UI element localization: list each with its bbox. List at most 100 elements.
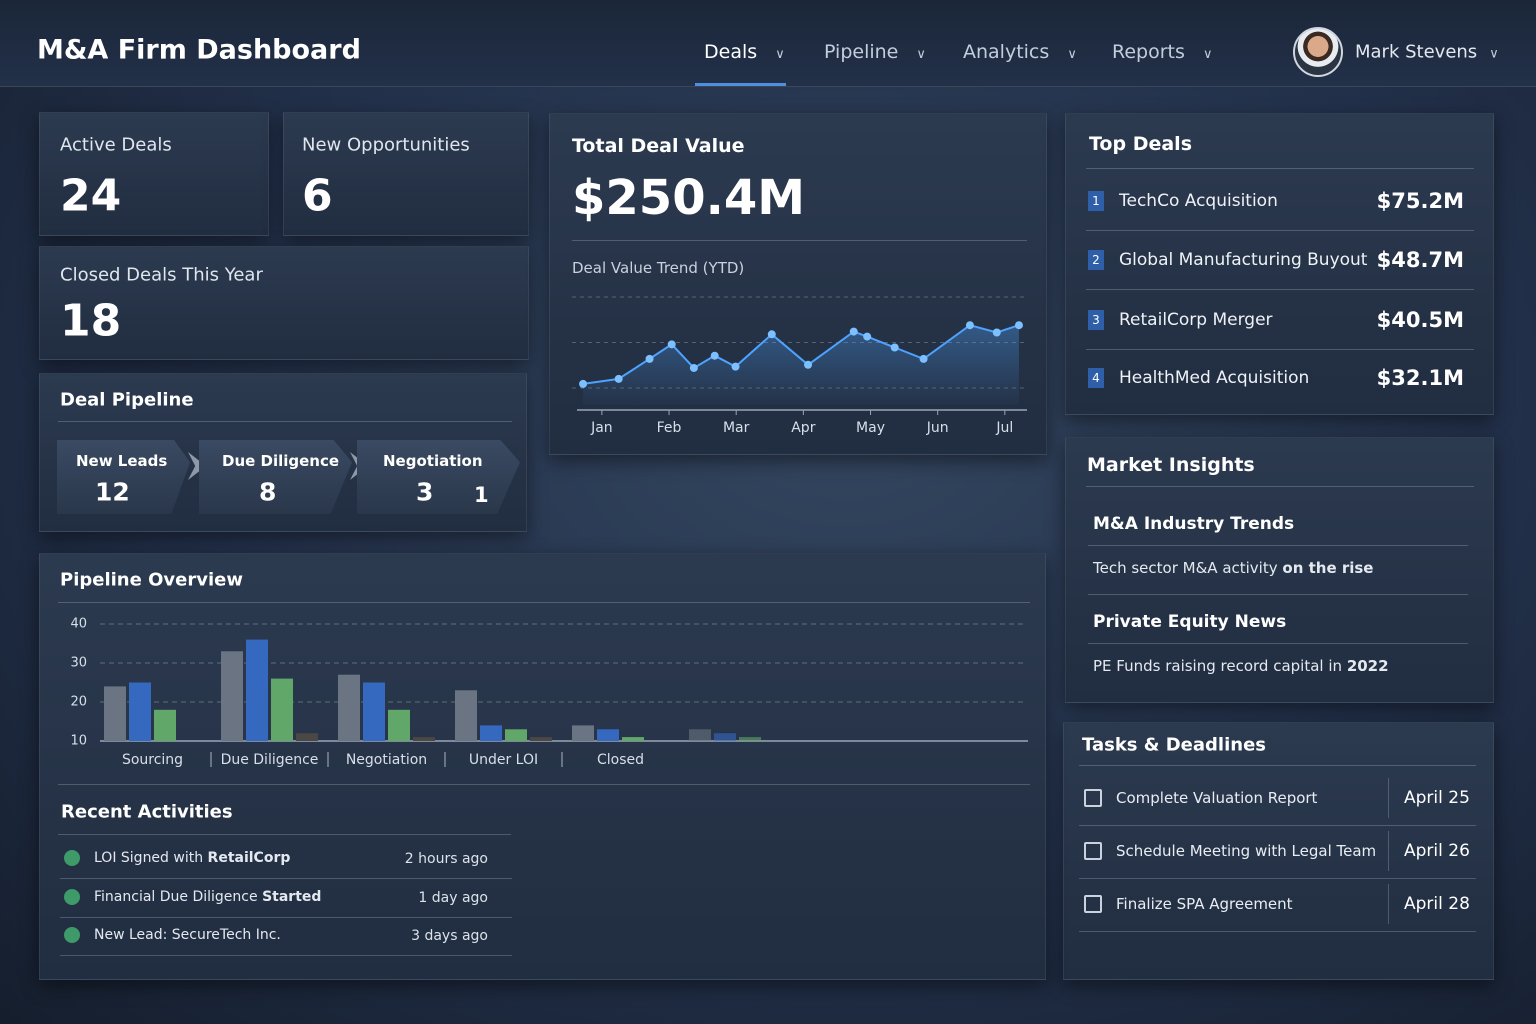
text: New Lead: SecureTech Inc. bbox=[94, 927, 281, 943]
divider bbox=[58, 602, 1030, 603]
activity-text: LOI Signed with RetailCorp bbox=[94, 850, 290, 866]
kpi-value: 24 bbox=[60, 170, 122, 222]
divider bbox=[1079, 878, 1476, 879]
nav-underline bbox=[695, 83, 786, 86]
kpi-label: Active Deals bbox=[60, 134, 172, 156]
divider bbox=[1079, 765, 1476, 766]
divider bbox=[60, 917, 512, 918]
pipeline-stage bbox=[357, 440, 520, 514]
stage-value: 3 bbox=[416, 477, 434, 507]
pipeline-stage bbox=[57, 440, 190, 514]
card bbox=[549, 113, 1047, 455]
deal-name: RetailCorp Merger bbox=[1119, 310, 1273, 330]
card-title: Deal Pipeline bbox=[60, 389, 194, 411]
column-divider bbox=[1388, 884, 1389, 924]
card bbox=[1063, 722, 1494, 980]
stage-label: New Leads bbox=[76, 452, 168, 470]
divider bbox=[1079, 825, 1476, 826]
insight-text: Tech sector M&A activity on the rise bbox=[1093, 559, 1373, 577]
activity-time: 2 hours ago bbox=[404, 851, 488, 867]
task-date: April 28 bbox=[1404, 894, 1470, 914]
deal-name: TechCo Acquisition bbox=[1119, 191, 1278, 211]
deal-value: $75.2M bbox=[1376, 189, 1464, 213]
card bbox=[39, 246, 529, 360]
text: Financial Due Diligence bbox=[94, 889, 258, 905]
card bbox=[283, 112, 529, 236]
stage-label: Negotiation bbox=[383, 452, 483, 470]
rank-badge: 4 bbox=[1088, 368, 1104, 388]
chart-title: Deal Value Trend (YTD) bbox=[572, 259, 745, 277]
text: Tech sector M&A activity bbox=[1093, 559, 1278, 577]
divider bbox=[1086, 230, 1474, 231]
card bbox=[1065, 437, 1494, 703]
task-text: Complete Valuation Report bbox=[1116, 789, 1318, 807]
divider bbox=[1086, 168, 1474, 169]
nav-item[interactable]: Deals ∨ bbox=[704, 41, 785, 63]
nav-item[interactable]: Pipeline ∨ bbox=[824, 41, 926, 63]
rank-badge: 2 bbox=[1088, 250, 1104, 270]
stage-label: Due Diligence bbox=[222, 452, 340, 470]
dropdown-caret: ∨ bbox=[1067, 47, 1077, 62]
stage-extra: 1 bbox=[474, 483, 489, 507]
task-date: April 26 bbox=[1404, 841, 1470, 861]
deal-name: Global Manufacturing Buyout bbox=[1119, 250, 1368, 270]
activity-text: Financial Due Diligence Started bbox=[94, 889, 321, 905]
text: LOI Signed with bbox=[94, 850, 204, 866]
dropdown-caret: ∨ bbox=[1489, 46, 1499, 62]
card-title: Tasks & Deadlines bbox=[1082, 734, 1266, 756]
stage-value: 8 bbox=[259, 477, 277, 507]
dropdown-caret: ∨ bbox=[775, 47, 785, 62]
nav-item[interactable]: Analytics ∨ bbox=[963, 41, 1077, 63]
column-divider bbox=[1388, 831, 1389, 871]
card-title: Top Deals bbox=[1089, 133, 1193, 155]
deal-value: $48.7M bbox=[1376, 248, 1464, 272]
emphasis: RetailCorp bbox=[207, 850, 291, 866]
check-icon bbox=[64, 927, 80, 943]
divider bbox=[58, 834, 511, 835]
rank-badge: 3 bbox=[1088, 310, 1104, 330]
task-text: Finalize SPA Agreement bbox=[1116, 895, 1293, 913]
checkbox[interactable] bbox=[1084, 842, 1102, 860]
emphasis: on the rise bbox=[1282, 559, 1374, 577]
divider bbox=[58, 421, 512, 422]
dropdown-caret: ∨ bbox=[916, 47, 926, 62]
card-title: Recent Activities bbox=[61, 801, 233, 823]
stage-value: 12 bbox=[95, 477, 130, 507]
checkbox[interactable] bbox=[1084, 789, 1102, 807]
divider bbox=[572, 240, 1027, 241]
user-name[interactable]: Mark Stevens ∨ bbox=[1355, 41, 1499, 63]
insight-heading: Private Equity News bbox=[1093, 612, 1287, 632]
kpi-value: 18 bbox=[60, 295, 122, 347]
kpi-label: New Opportunities bbox=[302, 134, 470, 156]
activity-text: New Lead: SecureTech Inc. bbox=[94, 927, 281, 943]
pipeline-stage bbox=[199, 440, 352, 514]
check-icon bbox=[64, 889, 80, 905]
text: PE Funds raising record capital in bbox=[1093, 657, 1343, 675]
card-title: Total Deal Value bbox=[572, 135, 745, 157]
task-text: Schedule Meeting with Legal Team bbox=[1116, 842, 1377, 860]
insight-text: PE Funds raising record capital in 2022 bbox=[1093, 657, 1389, 675]
card bbox=[1065, 113, 1494, 415]
app-title: M&A Firm Dashboard bbox=[37, 34, 361, 66]
card bbox=[39, 112, 269, 236]
dropdown-caret: ∨ bbox=[1202, 47, 1213, 62]
rank-badge: 1 bbox=[1088, 191, 1104, 211]
divider bbox=[1088, 643, 1468, 644]
avatar[interactable] bbox=[1293, 27, 1343, 77]
divider bbox=[58, 784, 1030, 785]
emphasis: Started bbox=[262, 889, 322, 905]
checkbox[interactable] bbox=[1084, 895, 1102, 913]
nav-item[interactable]: Reports ∨ bbox=[1112, 41, 1213, 63]
divider bbox=[1079, 931, 1476, 932]
card-title: Pipeline Overview bbox=[60, 569, 243, 591]
insight-heading: M&A Industry Trends bbox=[1093, 514, 1295, 534]
task-date: April 25 bbox=[1404, 788, 1470, 808]
divider bbox=[1086, 486, 1474, 487]
divider bbox=[60, 878, 512, 879]
kpi-value: 6 bbox=[302, 170, 333, 222]
column-divider bbox=[1388, 778, 1389, 818]
total-value: $250.4M bbox=[572, 170, 805, 226]
divider bbox=[1088, 594, 1468, 595]
check-icon bbox=[64, 850, 80, 866]
